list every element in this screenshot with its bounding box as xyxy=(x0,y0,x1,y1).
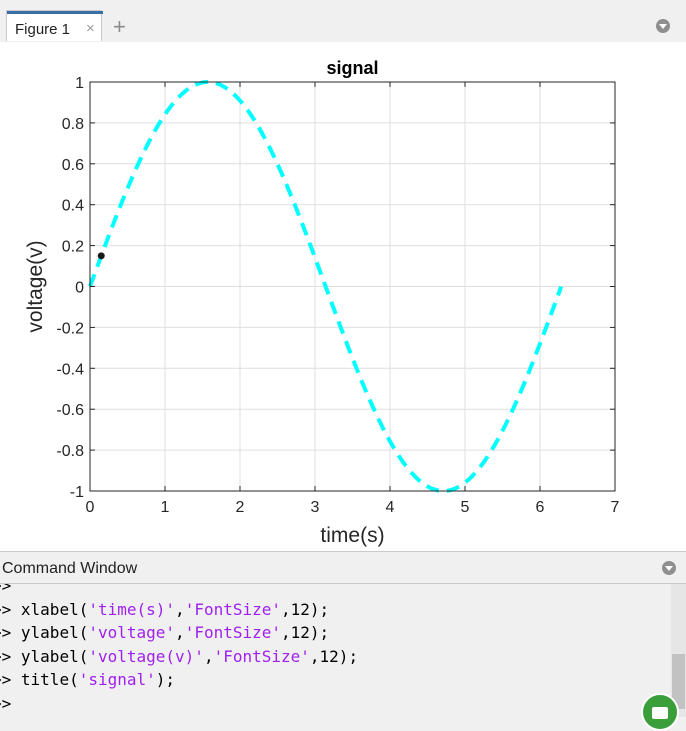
code-token: ylabel( xyxy=(20,623,89,642)
command-line: >> title('signal'); xyxy=(0,670,175,689)
code-token: , xyxy=(203,647,214,666)
code-token: ,12); xyxy=(281,623,330,642)
data-point-marker xyxy=(97,252,105,260)
figure-tab-bar: Figure 1 × + xyxy=(0,10,686,43)
code-token: , xyxy=(175,600,185,619)
string-literal: 'signal' xyxy=(78,670,156,689)
command-window-body[interactable]: >>>> xlabel('time(s)','FontSize',12);>> … xyxy=(0,584,686,717)
command-prompt: >> xyxy=(0,623,12,642)
code-token: ,12); xyxy=(309,647,359,666)
y-tick-label: 0 xyxy=(75,280,84,297)
string-literal: 'voltage' xyxy=(88,623,176,642)
string-literal: 'FontSize' xyxy=(184,623,282,642)
y-tick-label: 1 xyxy=(75,75,84,92)
x-tick-label: 6 xyxy=(536,499,545,516)
string-literal: 'voltage(v)' xyxy=(88,647,204,666)
x-tick-label: 1 xyxy=(161,499,170,516)
y-tick-label: -1 xyxy=(70,484,84,501)
y-tick-label: 0.6 xyxy=(62,157,84,174)
y-tick-label: -0.2 xyxy=(56,320,84,337)
y-tick-label: -0.4 xyxy=(56,361,84,378)
code-token: ,12); xyxy=(281,600,330,619)
code-token: xlabel( xyxy=(20,600,89,619)
x-tick-label: 0 xyxy=(86,499,95,516)
assistant-robot-icon[interactable] xyxy=(641,693,679,731)
y-tick-label: 0.8 xyxy=(62,116,84,133)
command-prompt: >> xyxy=(0,584,12,595)
x-tick-label: 3 xyxy=(311,499,320,516)
tab-figure-label: Figure 1 xyxy=(15,21,71,38)
series-line-sin xyxy=(88,79,564,494)
command-prompt: >> xyxy=(0,694,12,713)
y-axis-label: voltage(v) xyxy=(24,240,47,332)
signal-chart: 0 1 2 3 4 5 6 7 1 0.8 0.6 0.4 0.2 0 -0.2 -0.4 -0.6 -0.8 -1… xyxy=(24,58,620,547)
string-literal: 'FontSize' xyxy=(213,647,310,666)
assistant-face xyxy=(652,707,668,719)
command-line: >> xyxy=(0,584,11,595)
x-tick-label: 4 xyxy=(386,499,395,516)
code-token: , xyxy=(175,623,185,642)
y-tick-label: -0.8 xyxy=(56,443,84,460)
chevron-down-icon[interactable] xyxy=(662,561,676,575)
string-literal: 'FontSize' xyxy=(184,600,282,619)
command-window-header: Command Window xyxy=(0,553,686,584)
command-prompt: >> xyxy=(0,647,12,666)
x-tick-label: 7 xyxy=(611,499,620,516)
code-token: ylabel( xyxy=(20,647,89,666)
command-line: >> xlabel('time(s)','FontSize',12); xyxy=(0,600,329,619)
command-line: >> ylabel('voltage(v)','FontSize',12); xyxy=(0,647,358,666)
command-prompt: >> xyxy=(0,670,12,689)
add-tab-icon[interactable]: + xyxy=(113,14,126,39)
command-scrollbar-thumb[interactable] xyxy=(672,654,685,709)
chevron-down-icon[interactable] xyxy=(656,19,670,33)
y-tick-label: 0.2 xyxy=(62,239,84,256)
y-tick-label: 0.4 xyxy=(62,198,84,215)
tab-active-indicator xyxy=(7,11,103,14)
close-icon[interactable]: × xyxy=(86,20,95,37)
chart-title: signal xyxy=(326,58,378,78)
code-token: ); xyxy=(155,670,176,689)
command-line: >> xyxy=(0,694,11,713)
y-tick-label: -0.6 xyxy=(56,402,84,419)
x-tick-label: 5 xyxy=(461,499,470,516)
command-line: >> ylabel('voltage','FontSize',12); xyxy=(0,623,329,642)
tab-figure-1[interactable]: Figure 1 × xyxy=(6,10,103,41)
command-window-title: Command Window xyxy=(2,560,138,577)
figure-canvas: 0 1 2 3 4 5 6 7 1 0.8 0.6 0.4 0.2 0 -0.2 -0.4 -0.6 -0.8 -1… xyxy=(0,42,686,552)
code-token: title( xyxy=(20,670,79,689)
command-prompt: >> xyxy=(0,600,12,619)
string-literal: 'time(s)' xyxy=(88,600,176,619)
x-tick-label: 2 xyxy=(236,499,245,516)
x-axis-label: time(s) xyxy=(320,524,384,547)
